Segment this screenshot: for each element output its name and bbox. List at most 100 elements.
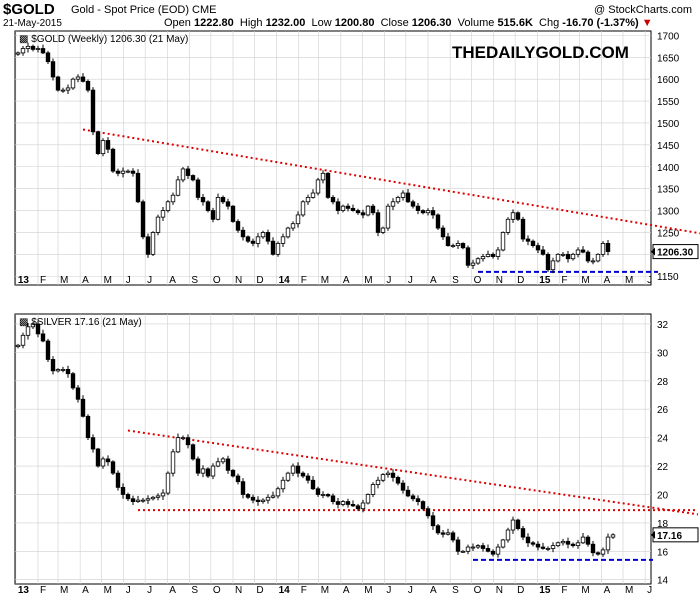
candle bbox=[165, 471, 171, 496]
candle-body bbox=[395, 197, 401, 203]
x-tick-label: O bbox=[474, 585, 482, 596]
candle bbox=[295, 462, 301, 478]
candle bbox=[140, 199, 146, 240]
candle bbox=[585, 535, 591, 547]
candle bbox=[520, 525, 526, 541]
candle-body bbox=[550, 260, 556, 271]
candle bbox=[115, 470, 121, 491]
source-credit: @ StockCharts.com bbox=[594, 4, 692, 16]
candle bbox=[255, 233, 261, 248]
candle-body bbox=[20, 334, 26, 346]
candle bbox=[165, 200, 171, 213]
candle bbox=[440, 225, 446, 240]
candle bbox=[545, 546, 551, 551]
x-tick-label: J bbox=[126, 585, 131, 596]
volume-label: Volume bbox=[457, 17, 495, 29]
candle bbox=[560, 251, 566, 258]
candle-body bbox=[70, 373, 76, 389]
y-tick-label: 14 bbox=[657, 576, 669, 587]
candle-body bbox=[230, 469, 236, 477]
candle-body bbox=[330, 197, 336, 203]
candle bbox=[365, 205, 371, 217]
candle bbox=[420, 500, 426, 511]
candle bbox=[315, 486, 321, 497]
candle-body bbox=[235, 475, 241, 483]
candle bbox=[90, 87, 96, 136]
candle-body bbox=[290, 465, 296, 474]
candle bbox=[540, 542, 546, 550]
candle bbox=[285, 471, 291, 482]
candle bbox=[150, 231, 156, 257]
candle bbox=[270, 491, 276, 499]
silver-panel: 14 16 18 20 22 24 26 28 30 32 13 F M A M J J A S O N D 14 F M A M J… bbox=[14, 313, 699, 596]
candle bbox=[15, 51, 21, 56]
candle bbox=[495, 543, 501, 558]
candle-body bbox=[140, 201, 146, 238]
candle bbox=[120, 167, 126, 178]
candle-body bbox=[190, 444, 196, 460]
candle bbox=[105, 137, 111, 153]
candle bbox=[155, 214, 161, 236]
x-tick-label: M bbox=[60, 275, 68, 286]
candle-body bbox=[90, 89, 96, 133]
candle-body bbox=[145, 236, 151, 255]
candle bbox=[445, 528, 451, 536]
candle bbox=[470, 543, 476, 552]
candle-body bbox=[75, 387, 81, 400]
candle bbox=[250, 238, 256, 247]
candle-body bbox=[370, 484, 376, 495]
candle bbox=[315, 177, 321, 196]
candle-body bbox=[515, 519, 521, 529]
candle-body bbox=[135, 172, 141, 203]
candle bbox=[50, 356, 56, 375]
candle-body bbox=[365, 494, 371, 504]
candle bbox=[60, 87, 66, 93]
candle-body bbox=[220, 458, 226, 463]
candle bbox=[25, 42, 31, 53]
candle-body bbox=[220, 197, 226, 203]
candle-body bbox=[290, 223, 296, 229]
candle-body bbox=[175, 179, 181, 196]
candle bbox=[445, 232, 451, 247]
x-tick-label: 15 bbox=[539, 585, 551, 596]
candle-body bbox=[565, 253, 571, 260]
candle-body bbox=[270, 495, 276, 498]
candle-body bbox=[80, 398, 86, 417]
candle bbox=[45, 338, 51, 362]
candle-body bbox=[125, 494, 131, 500]
candle bbox=[325, 493, 331, 498]
candle-body bbox=[465, 546, 471, 552]
candle-body bbox=[60, 369, 66, 371]
y-tick-label: 32 bbox=[657, 320, 669, 331]
candle bbox=[205, 200, 211, 213]
x-tick-label: N bbox=[235, 585, 242, 596]
y-tick-label: 1700 bbox=[657, 31, 680, 42]
candle-body bbox=[195, 179, 201, 198]
candle-body bbox=[590, 543, 596, 554]
candle bbox=[300, 200, 306, 217]
candle bbox=[270, 237, 276, 256]
candle-body bbox=[60, 89, 66, 92]
candle bbox=[265, 494, 271, 504]
candle bbox=[355, 208, 361, 215]
candle bbox=[30, 322, 36, 329]
candle bbox=[400, 190, 406, 201]
candle bbox=[370, 203, 376, 216]
candle-body bbox=[320, 494, 326, 496]
candle bbox=[30, 44, 36, 52]
candle-body bbox=[345, 205, 351, 209]
candle-body bbox=[440, 532, 446, 535]
candle bbox=[80, 73, 86, 83]
y-tick-label: 22 bbox=[657, 462, 669, 473]
candle-body bbox=[505, 218, 511, 233]
candle bbox=[190, 174, 196, 182]
candle-body bbox=[370, 205, 376, 214]
candle bbox=[430, 207, 436, 219]
candle bbox=[280, 233, 286, 247]
x-tick-label: J bbox=[647, 275, 652, 286]
candle bbox=[330, 195, 336, 205]
candle-body bbox=[445, 236, 451, 246]
candle-body bbox=[595, 552, 601, 555]
candle bbox=[380, 473, 386, 483]
